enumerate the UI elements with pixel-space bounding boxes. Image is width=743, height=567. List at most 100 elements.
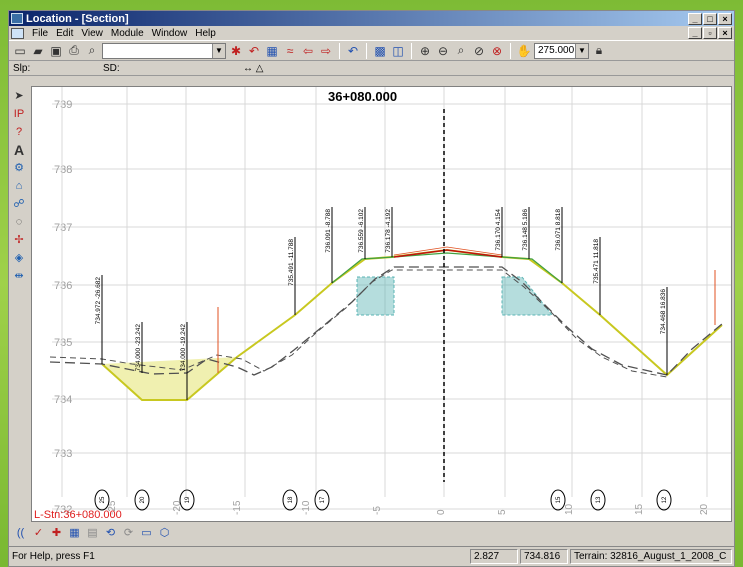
existing-ground-line-2 xyxy=(49,269,668,378)
circle-tool-icon[interactable]: ◌ xyxy=(15,216,23,228)
text-tool-icon[interactable]: A xyxy=(13,142,25,158)
right-cut-area xyxy=(501,276,554,316)
undo-red-icon[interactable]: ↶ xyxy=(248,43,260,58)
pavement-line xyxy=(393,249,503,258)
y-readout: 734.816 xyxy=(520,549,568,564)
tool-blue-icon[interactable]: ▦ xyxy=(266,43,278,58)
title-bar[interactable]: Location - [Section] _ □ × xyxy=(9,11,734,26)
menu-file[interactable]: File xyxy=(32,27,49,39)
close-button[interactable]: × xyxy=(718,12,732,25)
lock-icon[interactable]: 🔒︎ xyxy=(595,43,603,57)
rotate-icon[interactable]: ⟲ xyxy=(105,526,116,539)
tool-grid-icon[interactable]: ▩ xyxy=(374,43,386,58)
app-window: Location - [Section] _ □ × File Edit Vie… xyxy=(8,10,735,567)
menu-edit[interactable]: Edit xyxy=(56,27,74,39)
point-circle xyxy=(656,489,672,511)
grid-icon[interactable]: ▤ xyxy=(87,526,98,539)
point-label: 734.972 -26.682 xyxy=(95,277,102,325)
zoom-in-icon[interactable]: ⊕ xyxy=(419,43,431,58)
ruler-tool-icon[interactable]: ⇹ xyxy=(14,270,24,282)
print-preview-icon[interactable]: ⌕ xyxy=(88,43,96,57)
doc-close-button[interactable]: × xyxy=(718,27,732,39)
point-circle xyxy=(94,489,110,511)
point-circle-label: 13 xyxy=(596,496,602,503)
zoom-clear-icon[interactable]: ⊘ xyxy=(473,43,485,58)
window-title: Location - [Section] xyxy=(26,12,129,25)
layer-combo[interactable]: ▼ xyxy=(102,42,226,59)
left-station-label: L-Stn:36+080.000 xyxy=(34,509,122,521)
point-circle-label: 20 xyxy=(140,496,146,503)
curves-icon[interactable]: (( xyxy=(16,526,25,539)
tool-red-icon[interactable]: ✱ xyxy=(230,43,242,58)
bottom-toolbar: (( ✓ ✚ ▦ ▤ ⟲ ⟳ ▭ ⬡ xyxy=(9,523,734,543)
menu-help[interactable]: Help xyxy=(195,27,216,39)
zoom-combo[interactable]: 275.000 ▼ xyxy=(534,42,589,59)
image-icon[interactable]: ▭ xyxy=(141,526,152,539)
point-label: 736.148 5.186 xyxy=(522,209,529,251)
sd-label: SD: xyxy=(103,62,120,74)
template-tool-icon[interactable]: ⌂ xyxy=(15,180,23,192)
table-icon[interactable]: ▦ xyxy=(69,526,80,539)
arrow-glyphs: ↔ △ xyxy=(243,62,264,74)
point-label: 736.559 -6.102 xyxy=(358,209,365,253)
tool-window-icon[interactable]: ◫ xyxy=(392,43,404,58)
elevation-label: 735 xyxy=(54,337,72,349)
cross-tool-icon[interactable]: ✢ xyxy=(14,234,24,246)
elevation-label: 736 xyxy=(54,280,72,292)
offset-label: 5 xyxy=(497,509,508,515)
save-icon[interactable]: ▣ xyxy=(50,43,62,58)
refresh-icon[interactable]: ⟳ xyxy=(123,526,134,539)
info-bar: Slp: SD: ↔ △ xyxy=(9,61,734,76)
cube-icon[interactable]: ⬡ xyxy=(159,526,170,539)
elevation-label: 734 xyxy=(54,394,72,406)
point-label: 734.000 -23.242 xyxy=(135,324,142,372)
subgrade-line xyxy=(331,252,563,284)
point-circle xyxy=(179,489,195,511)
chevron-down-icon[interactable]: ▼ xyxy=(212,43,225,58)
open-folder-icon[interactable]: ▰ xyxy=(33,43,43,58)
slope-label: Slp: xyxy=(13,62,31,74)
settings-tool-icon[interactable]: ⚙ xyxy=(14,162,24,174)
new-file-icon[interactable]: ▭ xyxy=(14,43,26,58)
offset-label: -15 xyxy=(232,500,243,515)
elevation-label: 738 xyxy=(54,164,72,176)
point-circle-label: 15 xyxy=(556,496,562,503)
offset-label: 0 xyxy=(436,509,447,515)
zoom-extents-icon[interactable]: ⊗ xyxy=(491,43,503,58)
menu-module[interactable]: Module xyxy=(110,27,144,39)
point-label: 734.000 -19.242 xyxy=(180,324,187,372)
help-text: For Help, press F1 xyxy=(12,551,95,562)
elevation-label: 733 xyxy=(54,448,72,460)
doc-minimize-button[interactable]: _ xyxy=(688,27,702,39)
point-circle xyxy=(134,489,150,511)
offset-label: -10 xyxy=(301,500,312,515)
undo-icon[interactable]: ↶ xyxy=(347,43,359,58)
minimize-button[interactable]: _ xyxy=(688,12,702,25)
query-icon[interactable]: ? xyxy=(15,126,23,138)
zoom-window-icon[interactable]: ⌕ xyxy=(457,43,465,57)
offset-label: 10 xyxy=(564,503,575,515)
previous-station-icon[interactable]: ⇦ xyxy=(302,43,314,58)
maximize-button[interactable]: □ xyxy=(703,12,717,25)
print-icon[interactable]: ⎙ xyxy=(69,43,79,57)
chevron-down-icon[interactable]: ▼ xyxy=(575,43,588,58)
next-station-icon[interactable]: ⇨ xyxy=(320,43,332,58)
ip-point-icon[interactable]: IP xyxy=(13,108,25,120)
select-arrow-icon[interactable]: ➤ xyxy=(14,90,24,102)
menu-view[interactable]: View xyxy=(81,27,103,39)
offset-label: -20 xyxy=(172,500,183,515)
x-readout: 2.827 xyxy=(470,549,518,564)
menu-bar: File Edit View Module Window Help _ ▫ × xyxy=(9,26,734,40)
people-tool-icon[interactable]: ☍ xyxy=(13,198,25,210)
point-label: 735.491 -11.788 xyxy=(288,239,295,286)
layers-tool-icon[interactable]: ◈ xyxy=(14,252,24,264)
elevation-label: 739 xyxy=(54,99,72,111)
pan-icon[interactable]: ✋ xyxy=(516,43,532,58)
ip-arrow-icon[interactable]: ✚ xyxy=(51,526,62,539)
checkmark-tool-icon[interactable]: ✓ xyxy=(33,526,44,539)
tool-zigzag-icon[interactable]: ≈ xyxy=(286,43,294,58)
menu-window[interactable]: Window xyxy=(151,27,188,39)
doc-restore-button[interactable]: ▫ xyxy=(703,27,717,39)
section-view[interactable]: 739 738 737 736 735 734 733 732 -25 -20 -15 -10 -5 0 5… xyxy=(31,86,732,522)
zoom-out-icon[interactable]: ⊖ xyxy=(437,43,449,58)
